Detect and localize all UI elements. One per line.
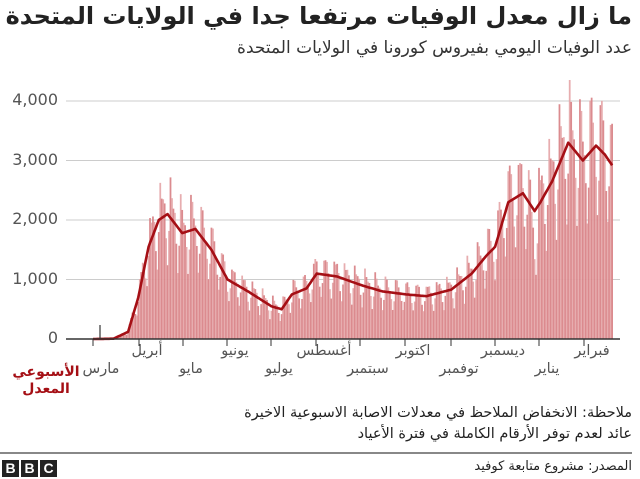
footer-divider	[0, 452, 632, 454]
y-tick-label: 1,000	[12, 268, 58, 288]
logo-letter-b1: B	[2, 460, 19, 477]
x-month-label: يوليو	[265, 361, 293, 377]
logo-letter-b2: B	[21, 460, 38, 477]
y-tick-label: 4,000	[12, 90, 58, 109]
y-tick-label: 3,000	[12, 149, 58, 169]
chart-area: 0 1,000 2,000 3,000 4,000 مارس أبريل مايو يونيو…	[0, 80, 640, 397]
x-month-label: يناير	[534, 361, 560, 377]
x-month-label: أبريل	[131, 343, 163, 359]
note-line-1: ملاحظة: الانخفاض الملاحظ في معدلات الاصا…	[244, 405, 632, 421]
chart-note: ملاحظة: الانخفاض الملاحظ في معدلات الاصا…	[244, 403, 632, 445]
avg-label-line-1: الأسبوعي	[12, 364, 80, 380]
x-month-label: اكتوبر	[395, 343, 431, 359]
logo-letter-c: C	[40, 460, 57, 477]
avg-label-line-2: المعدل	[22, 381, 70, 397]
x-month-label: يونيو	[221, 343, 249, 359]
y-tick-label: 0	[47, 328, 58, 347]
x-month-label: سبتمبر	[347, 361, 389, 377]
chart-subtitle: عدد الوفيات اليومي بفيروس كورونا في الول…	[237, 38, 632, 58]
note-line-2: عائد لعدم توفر الأرقام الكاملة في فترة ا…	[357, 426, 632, 442]
x-month-label: توفمبر	[439, 361, 479, 377]
x-month-label: مايو	[179, 361, 203, 377]
weekly-average-annotation: الأسبوعي المعدل	[6, 364, 86, 398]
x-month-label: مارس	[82, 361, 120, 377]
bbc-logo: B B C	[2, 460, 57, 477]
chart-title: ما زال معدل الوفيات مرتفعا جدا في الولاي…	[5, 2, 633, 30]
x-month-label: ديسمبر	[480, 343, 526, 359]
x-month-label: فبراير	[574, 343, 610, 359]
y-tick-label: 2,000	[12, 209, 58, 228]
source-credit: المصدر: مشروع متابعة كوفيد	[474, 459, 632, 474]
plot-svg	[66, 80, 620, 346]
x-month-label: أغسطس	[296, 343, 352, 359]
